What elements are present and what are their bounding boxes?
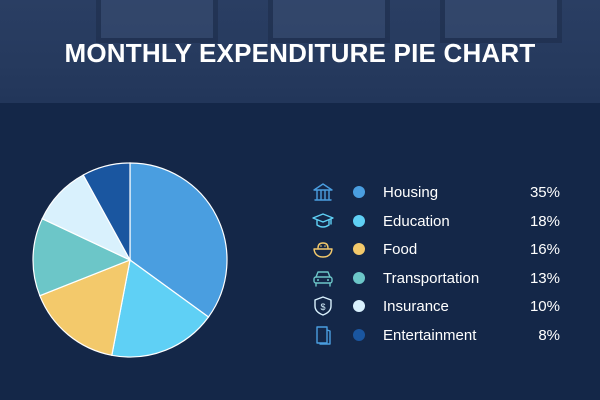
legend-swatch <box>353 186 365 198</box>
legend-swatch <box>353 328 365 341</box>
legend-item-education: Education 18% <box>312 207 572 236</box>
ticket-icon <box>312 324 334 346</box>
pie-slice-transportation <box>32 217 132 297</box>
pie-slice-education <box>111 258 210 358</box>
page-title: MONTHLY EXPENDITURE PIE CHART <box>64 38 536 68</box>
legend-label: Food <box>383 241 418 259</box>
legend-label: Transportation <box>383 269 480 287</box>
legend-value: 8% <box>538 326 560 344</box>
pie-slice-food <box>39 259 131 356</box>
svg-text:$: $ <box>320 302 325 312</box>
legend-item-housing: Housing 35% <box>312 178 572 207</box>
legend-item-insurance: $ Insurance 10% <box>312 292 572 321</box>
header-banner: MONTHLY EXPENDITURE PIE CHART <box>0 0 600 103</box>
graduation-cap-icon <box>312 210 334 232</box>
legend-swatch <box>353 243 365 256</box>
background-frame <box>440 0 562 43</box>
legend-label: Entertainment <box>383 326 477 344</box>
pie-slice-housing <box>129 162 228 318</box>
legend-value: 13% <box>529 269 560 287</box>
legend-value: 10% <box>529 298 560 316</box>
car-icon <box>312 267 334 289</box>
legend-swatch <box>353 271 365 284</box>
legend-label: Education <box>383 212 450 230</box>
legend-label: Insurance <box>383 298 449 316</box>
background-frame <box>268 0 390 43</box>
legend-label: Housing <box>383 184 439 201</box>
pie-chart <box>32 162 228 358</box>
legend-item-entertainment: Entertainment 8% <box>312 321 572 350</box>
food-bowl-icon <box>312 238 334 260</box>
background-frame <box>96 0 218 43</box>
pie-slice-entertainment <box>82 162 131 261</box>
legend-value: 16% <box>529 241 560 259</box>
house-icon <box>312 181 334 203</box>
legend: Housing 35% Education 18% Food 16% Transportat… <box>312 178 572 350</box>
shield-dollar-icon: $ <box>312 295 334 317</box>
legend-item-transportation: Transportation 13% <box>312 264 572 293</box>
legend-value: 35% <box>529 184 560 201</box>
legend-value: 18% <box>529 212 560 230</box>
legend-swatch <box>353 300 365 313</box>
legend-item-food: Food 16% <box>312 235 572 264</box>
legend-swatch <box>353 214 365 227</box>
